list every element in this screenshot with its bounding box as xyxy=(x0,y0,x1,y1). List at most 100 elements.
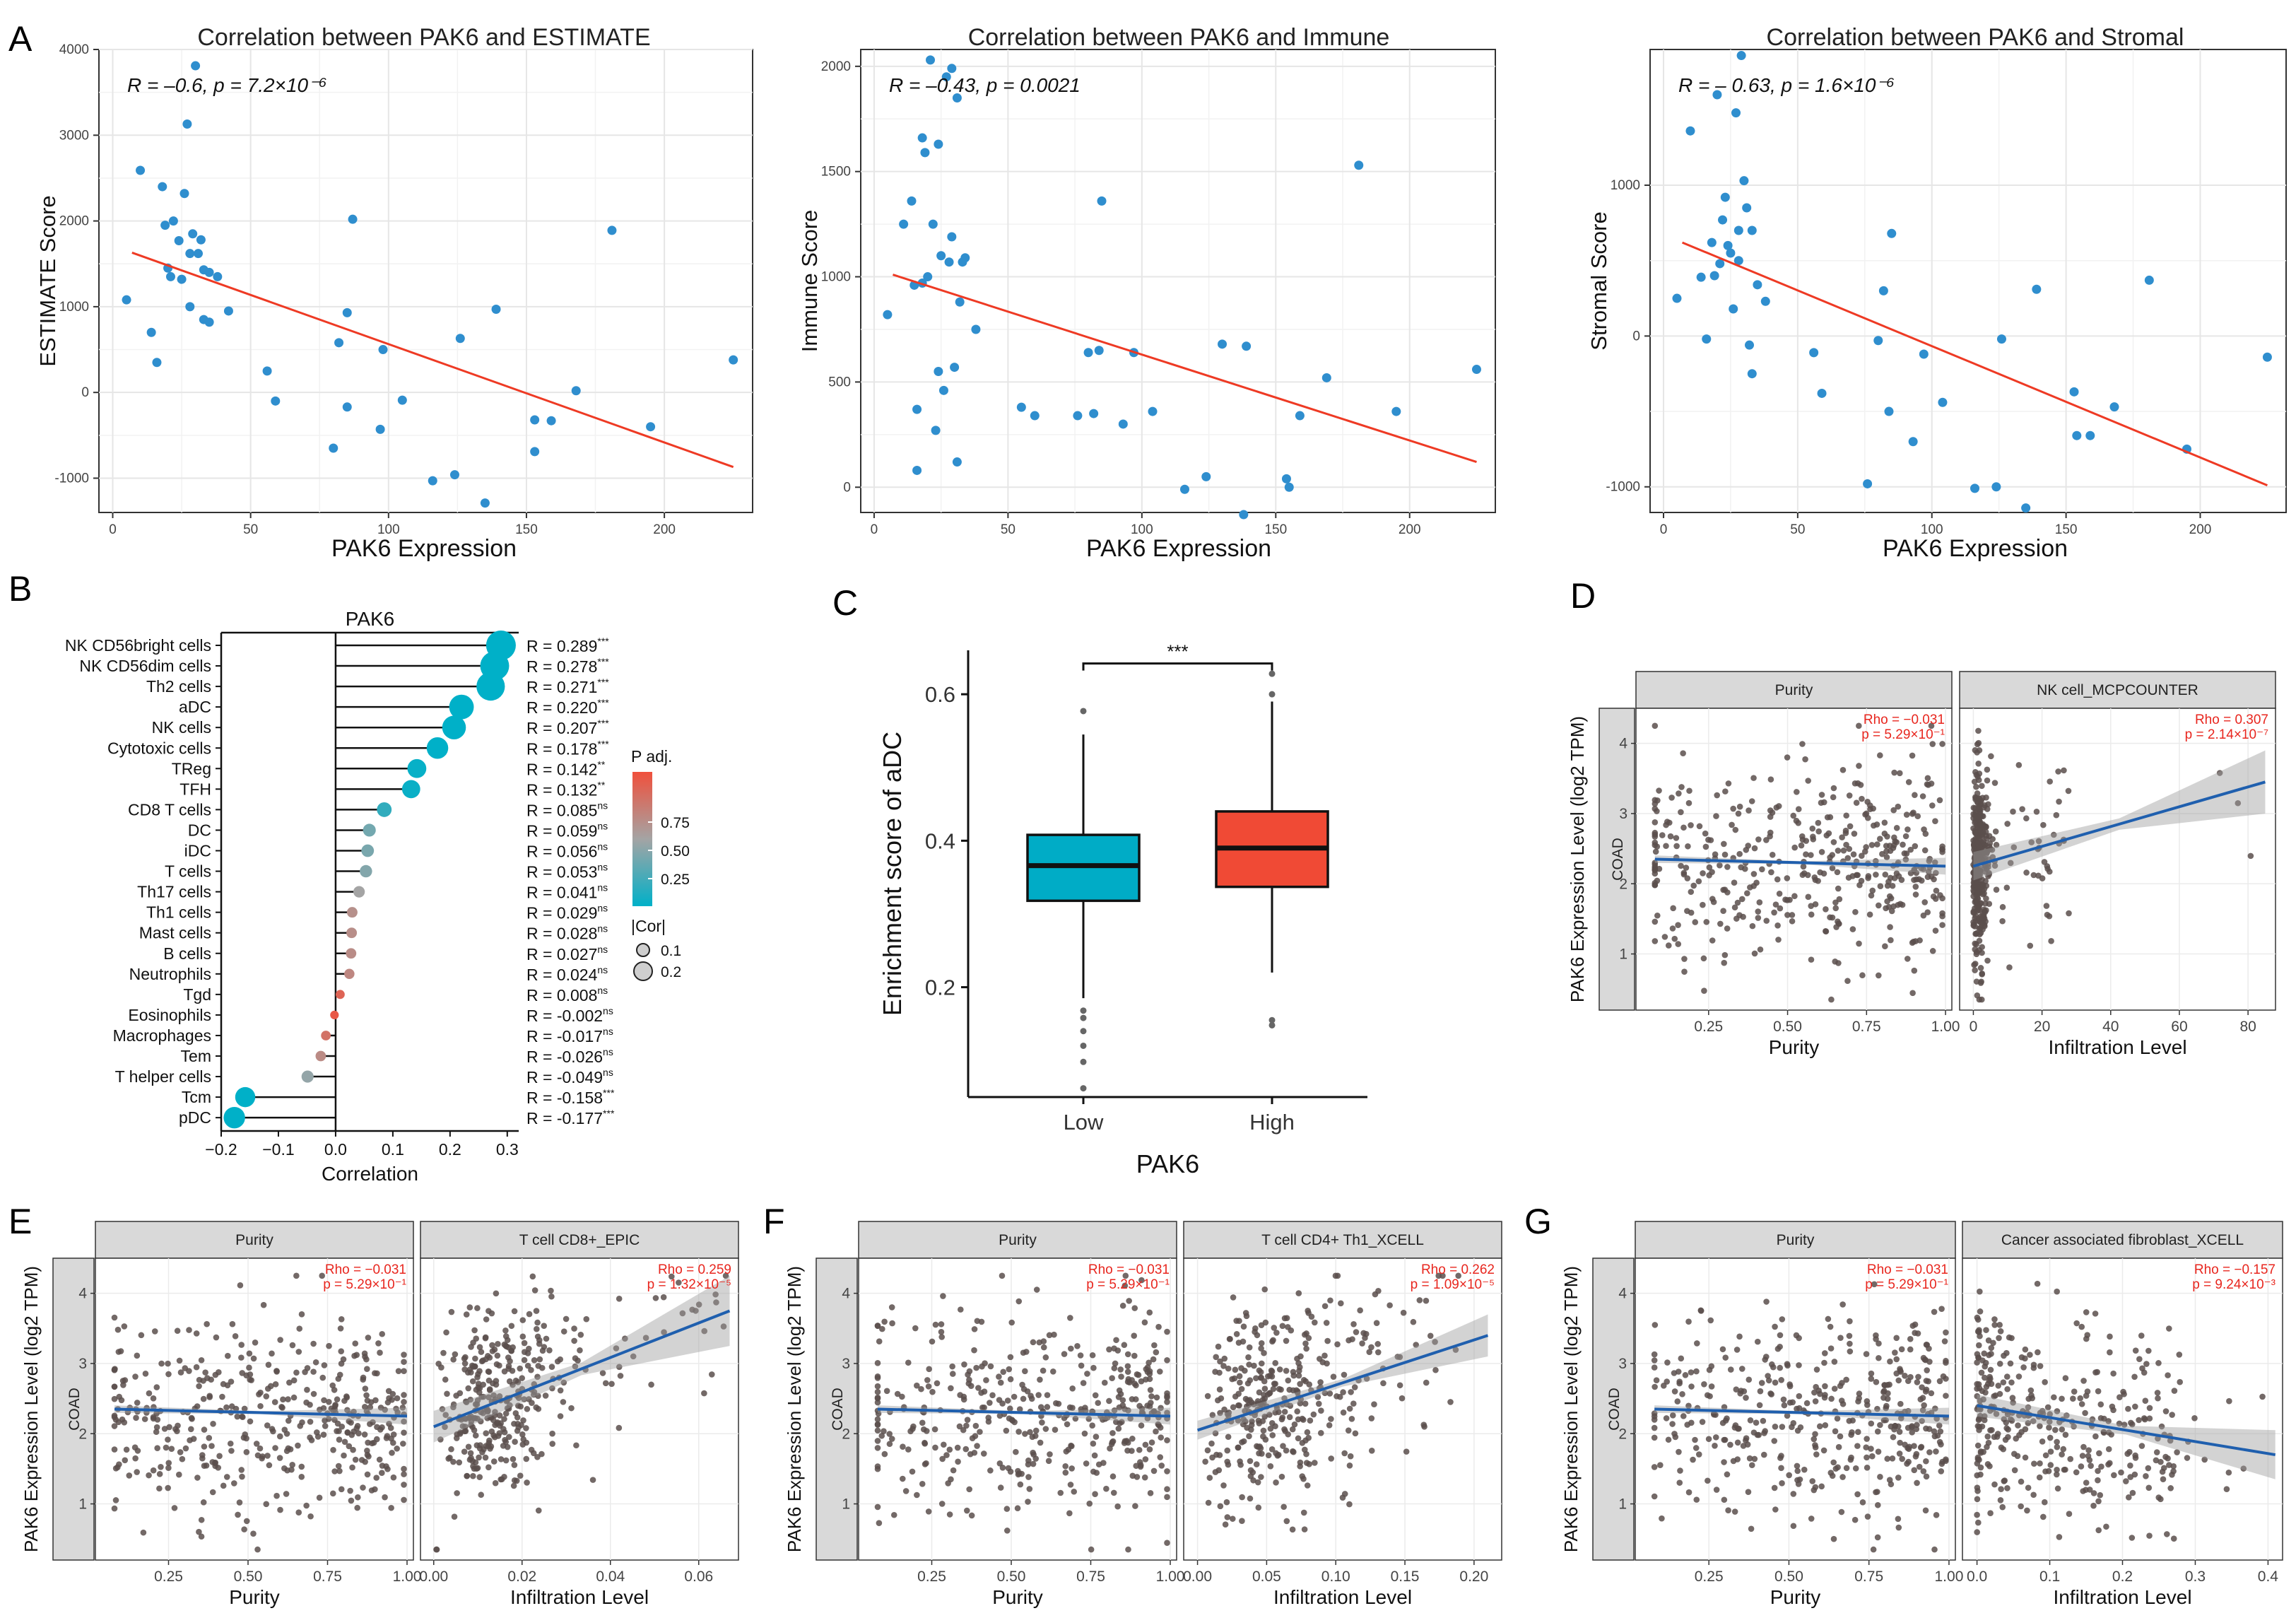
data-point xyxy=(874,1375,881,1381)
data-point xyxy=(874,1388,881,1395)
significance-mark: ns xyxy=(603,1026,613,1037)
data-point xyxy=(161,1426,168,1432)
y-tick-label: 2 xyxy=(1619,876,1627,892)
data-point xyxy=(1989,846,1996,853)
rho-annotation: Rho = −0.031 xyxy=(1867,1262,1948,1277)
data-point xyxy=(1805,778,1812,784)
data-point xyxy=(617,1373,624,1379)
data-point xyxy=(2240,1465,2247,1472)
data-point xyxy=(1847,1318,1853,1325)
data-point xyxy=(483,1430,490,1436)
data-point xyxy=(1918,1443,1925,1450)
data-point xyxy=(526,1396,532,1402)
correlation-value: R = 0.142 xyxy=(526,760,597,778)
data-point xyxy=(1029,1434,1036,1441)
data-point xyxy=(171,1505,178,1511)
data-point xyxy=(2167,1485,2174,1491)
data-point xyxy=(174,1327,181,1335)
data-point xyxy=(232,1333,239,1339)
data-point xyxy=(1921,1402,1927,1409)
data-point xyxy=(1011,1393,1018,1400)
significance-label: *** xyxy=(1167,641,1188,662)
data-point xyxy=(1179,484,1189,494)
data-point xyxy=(1975,1519,1982,1526)
data-point xyxy=(2015,1422,2021,1429)
data-point xyxy=(2097,1401,2104,1408)
data-point xyxy=(1679,1391,1685,1397)
panel-letter-g: G xyxy=(1524,1202,1552,1241)
data-point xyxy=(502,1327,509,1334)
data-point xyxy=(1974,873,1981,880)
data-point xyxy=(488,1428,495,1435)
x-axis-label: PAK6 xyxy=(1136,1149,1199,1178)
data-point xyxy=(146,1472,152,1479)
data-point xyxy=(1882,871,1889,878)
data-point xyxy=(1744,890,1750,896)
data-point xyxy=(1734,1456,1741,1462)
data-point xyxy=(982,1360,988,1366)
regression-line xyxy=(1654,1407,1949,1418)
outlier-point xyxy=(1080,708,1087,715)
data-point xyxy=(1831,1385,1838,1392)
data-point xyxy=(577,1331,584,1338)
data-point xyxy=(1061,1351,1068,1357)
p-annotation: p = 2.14×10⁻⁷ xyxy=(2185,727,2268,742)
data-point xyxy=(1991,482,2001,492)
data-point xyxy=(932,1321,939,1328)
data-point xyxy=(1302,1437,1309,1444)
data-point xyxy=(1677,1467,1683,1474)
data-point xyxy=(1822,1421,1829,1429)
data-point xyxy=(1999,903,2006,910)
correlation-value: R = -0.017 xyxy=(526,1027,603,1045)
data-point xyxy=(1284,482,1294,492)
data-point xyxy=(1873,336,1883,346)
data-point xyxy=(1146,1446,1153,1453)
p-annotation: p = 1.09×10⁻⁵ xyxy=(1411,1277,1495,1292)
data-point xyxy=(925,1383,932,1390)
x-tick-label: 0.75 xyxy=(1852,1019,1881,1035)
data-point xyxy=(1101,1379,1108,1386)
data-point xyxy=(1778,1377,1785,1383)
size-legend-label: 0.2 xyxy=(661,964,681,980)
data-point xyxy=(390,1431,397,1438)
data-point xyxy=(1323,1320,1330,1326)
data-point xyxy=(2025,1395,2032,1402)
data-point xyxy=(329,1490,336,1497)
data-point xyxy=(964,1417,971,1423)
data-point xyxy=(1681,968,1688,975)
data-point xyxy=(1675,941,1682,947)
data-point xyxy=(1725,1507,1731,1514)
data-point xyxy=(1724,1471,1731,1478)
data-point xyxy=(912,465,922,475)
data-point xyxy=(2047,1462,2054,1468)
data-point xyxy=(2037,1423,2043,1429)
data-point xyxy=(874,1383,881,1390)
data-point xyxy=(607,225,617,235)
data-point xyxy=(121,1323,128,1330)
data-point xyxy=(1756,899,1763,905)
data-point xyxy=(243,1435,249,1442)
significance-mark: ns xyxy=(597,820,608,831)
data-point xyxy=(1660,1383,1667,1389)
data-point xyxy=(881,1450,888,1458)
data-point xyxy=(2011,844,2018,851)
data-point xyxy=(1693,1496,1700,1503)
chart-title: Correlation between PAK6 and ESTIMATE xyxy=(197,24,650,51)
data-point xyxy=(1663,1415,1670,1421)
significance-mark: *** xyxy=(597,635,609,647)
y-tick-label: 0.6 xyxy=(925,682,955,707)
data-point xyxy=(1762,1428,1768,1434)
data-point xyxy=(531,1357,538,1364)
data-point xyxy=(1832,1428,1839,1435)
data-point xyxy=(1977,824,1984,831)
data-point xyxy=(495,1433,502,1439)
data-point xyxy=(1975,760,1982,767)
data-point xyxy=(1255,1504,1262,1511)
data-point xyxy=(278,1404,285,1410)
data-point xyxy=(1974,773,1981,780)
data-point xyxy=(1707,1317,1714,1324)
data-point xyxy=(1220,1363,1227,1369)
data-point xyxy=(1682,1372,1689,1378)
data-point xyxy=(1773,804,1780,811)
